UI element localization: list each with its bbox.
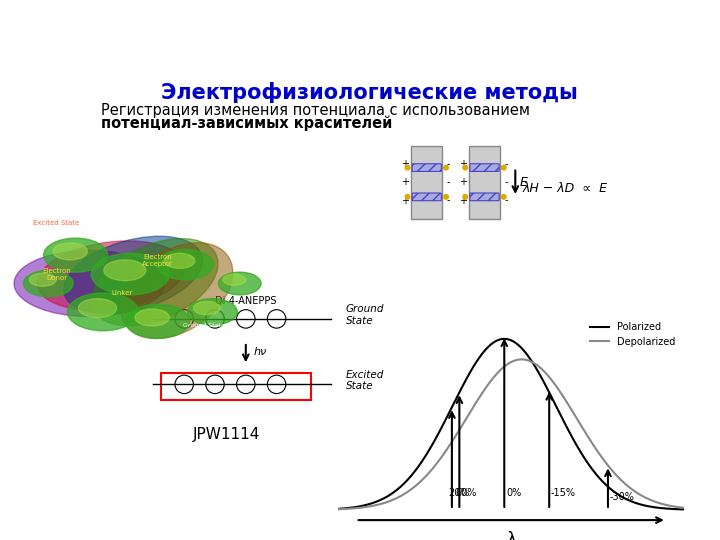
Polarized (334, 505, 343, 512)
Text: 0%: 0% (506, 488, 521, 498)
Depolarized (334, 506, 343, 512)
Text: потенциал-зависимых красителей: потенциал-зависимых красителей (101, 116, 392, 131)
Ellipse shape (104, 260, 146, 281)
Depolarized (546, 376, 555, 382)
Text: -: - (504, 177, 508, 187)
Text: +: + (401, 177, 409, 187)
Ellipse shape (222, 274, 246, 285)
Polarized (500, 336, 509, 342)
Circle shape (463, 194, 467, 199)
Ellipse shape (63, 236, 202, 314)
Depolarized (680, 504, 688, 511)
Text: -: - (446, 195, 450, 206)
Text: -15%: -15% (551, 488, 576, 498)
Text: Linker: Linker (112, 290, 132, 296)
Circle shape (444, 165, 449, 170)
Text: Ground
State: Ground State (346, 304, 384, 326)
Circle shape (405, 165, 410, 170)
FancyBboxPatch shape (470, 164, 499, 171)
Ellipse shape (30, 273, 56, 286)
Polarized (540, 380, 549, 386)
Ellipse shape (164, 253, 195, 268)
FancyBboxPatch shape (412, 164, 441, 171)
Text: E: E (520, 176, 528, 188)
Ellipse shape (44, 238, 107, 272)
Bar (469, 146, 500, 219)
Text: Excited
State: Excited State (346, 370, 384, 392)
Text: +: + (459, 177, 467, 187)
Text: Регистрация изменения потенциала с использованием: Регистрация изменения потенциала с испол… (101, 103, 535, 118)
Text: +: + (401, 159, 409, 169)
Ellipse shape (37, 241, 185, 310)
Text: -: - (446, 177, 450, 187)
Depolarized (336, 506, 344, 512)
Bar (161, 373, 311, 400)
Text: -: - (504, 159, 508, 169)
Text: 60%: 60% (455, 488, 477, 498)
Circle shape (501, 165, 506, 170)
Ellipse shape (23, 270, 73, 297)
Ellipse shape (126, 305, 189, 338)
Text: Electron
Acceptor: Electron Acceptor (143, 254, 173, 267)
Polarized (546, 393, 555, 399)
Line: Depolarized: Depolarized (338, 360, 684, 509)
FancyBboxPatch shape (470, 193, 499, 201)
Text: +: + (459, 159, 467, 169)
Text: -: - (446, 159, 450, 169)
Text: Di-4-ANEPPS: Di-4-ANEPPS (215, 296, 276, 306)
Depolarized (626, 485, 635, 492)
Ellipse shape (14, 251, 165, 316)
Line: Polarized: Polarized (338, 339, 684, 509)
Circle shape (405, 194, 410, 199)
Depolarized (517, 356, 526, 363)
Polarized (680, 506, 688, 512)
Text: Электрофизиологические методы: Электрофизиологические методы (161, 82, 577, 103)
Depolarized (541, 369, 549, 376)
Ellipse shape (53, 243, 87, 260)
Circle shape (501, 194, 506, 199)
Polarized (541, 382, 549, 388)
Bar (411, 146, 442, 219)
Text: Excited State: Excited State (33, 220, 80, 226)
Depolarized (649, 497, 657, 504)
Legend: Polarized, Depolarized: Polarized, Depolarized (586, 318, 679, 350)
Ellipse shape (78, 299, 117, 318)
Ellipse shape (194, 301, 220, 315)
Text: -: - (504, 195, 508, 206)
Polarized (336, 505, 344, 512)
Ellipse shape (68, 293, 138, 330)
Circle shape (463, 165, 467, 170)
Text: +: + (401, 195, 409, 206)
Ellipse shape (92, 239, 218, 326)
Ellipse shape (187, 299, 238, 325)
Text: Electron
Donor: Electron Donor (42, 267, 71, 281)
Text: 20%: 20% (449, 488, 470, 498)
Polarized (649, 504, 657, 510)
Polarized (626, 498, 635, 504)
Ellipse shape (91, 253, 169, 295)
Text: JPW1114: JPW1114 (193, 427, 260, 442)
Text: hν: hν (253, 347, 266, 357)
Text: λH − λD  ∝  E: λH − λD ∝ E (523, 181, 608, 194)
Circle shape (444, 194, 449, 199)
Ellipse shape (135, 309, 169, 326)
Text: +: + (459, 195, 467, 206)
Text: -30%: -30% (610, 491, 634, 502)
Text: Ground State: Ground State (184, 322, 225, 328)
Depolarized (540, 368, 549, 375)
FancyBboxPatch shape (412, 193, 441, 201)
Ellipse shape (218, 272, 261, 295)
Ellipse shape (121, 242, 233, 339)
Text: λ: λ (506, 531, 516, 540)
Ellipse shape (156, 249, 214, 280)
